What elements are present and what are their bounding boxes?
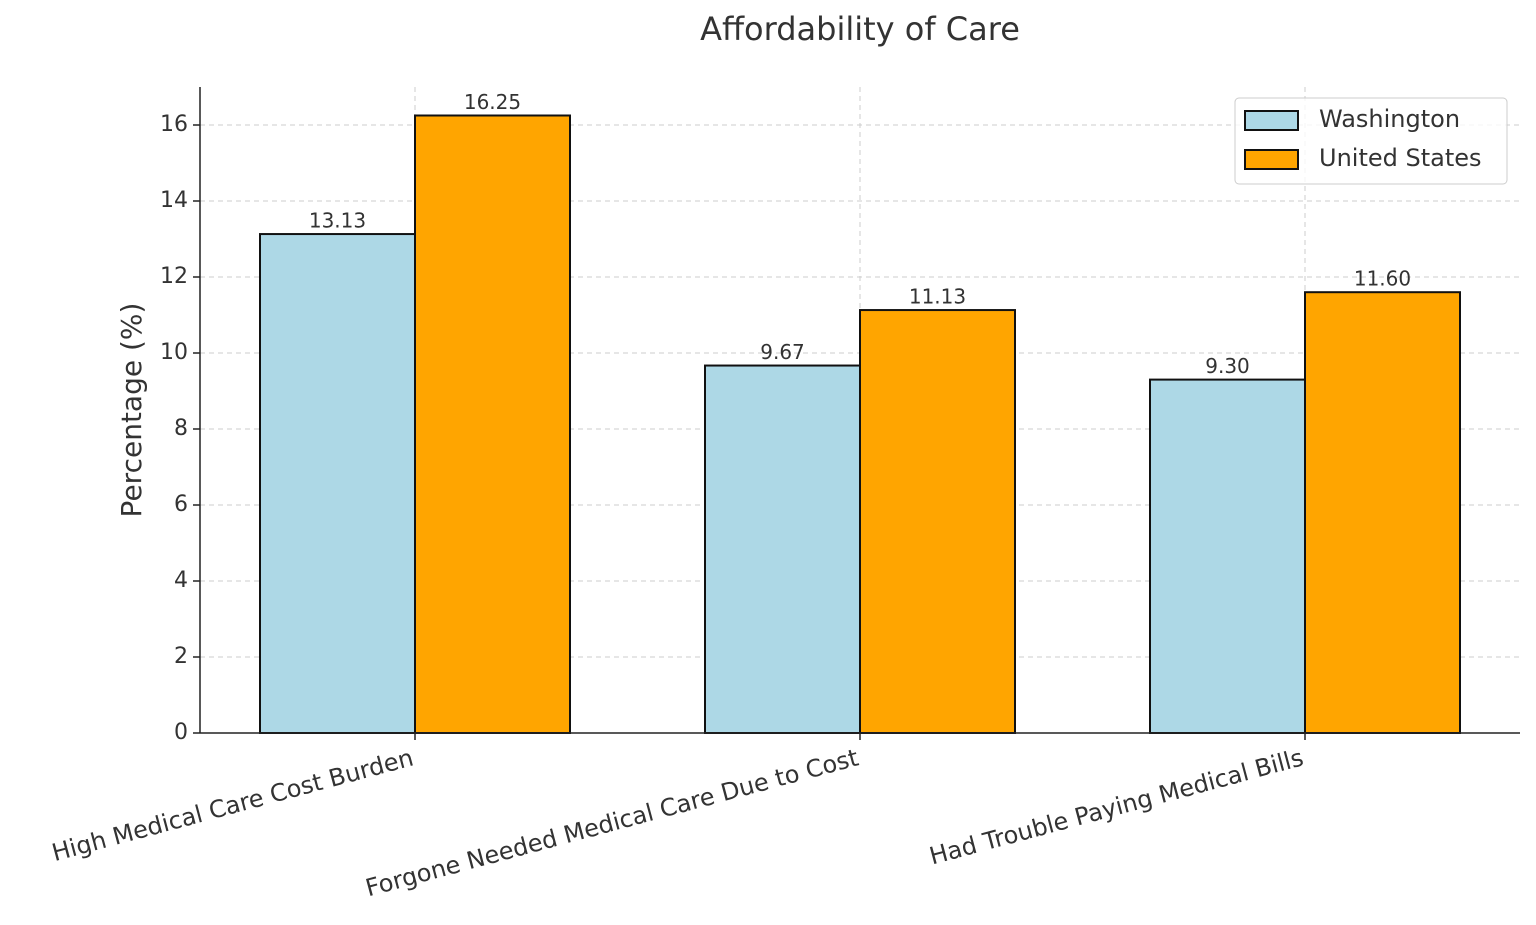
x-tick-label: High Medical Care Cost Burden — [49, 744, 416, 868]
y-tick-label: 2 — [174, 644, 188, 669]
y-tick-label: 16 — [160, 112, 188, 137]
x-tick-label: Forgone Needed Medical Care Due to Cost — [363, 744, 862, 903]
bar — [259, 233, 416, 734]
value-label: 13.13 — [309, 209, 366, 233]
bar — [414, 114, 571, 734]
y-tick-label: 6 — [174, 492, 188, 517]
value-label: 9.67 — [760, 340, 805, 364]
legend-label: United States — [1319, 144, 1482, 172]
legend-box — [1234, 97, 1508, 185]
y-axis-label: Percentage (%) — [115, 303, 148, 518]
chart-title: Affordability of Care — [700, 10, 1020, 48]
bar — [1149, 378, 1306, 734]
value-label: 9.30 — [1205, 354, 1250, 378]
value-label: 16.25 — [464, 90, 521, 114]
legend: Washington United States — [1234, 97, 1508, 185]
y-tick-label: 14 — [160, 188, 188, 213]
legend-swatch — [1244, 149, 1299, 170]
legend-swatch — [1244, 110, 1299, 131]
y-tick-label: 0 — [174, 720, 188, 745]
value-label: 11.60 — [1354, 267, 1411, 291]
value-label: 11.13 — [909, 285, 966, 309]
y-tick-label: 8 — [174, 416, 188, 441]
x-tick-label: Had Trouble Paying Medical Bills — [926, 744, 1306, 871]
bar — [859, 309, 1016, 734]
y-tick-label: 12 — [160, 264, 188, 289]
y-tick-label: 10 — [160, 340, 188, 365]
bar — [704, 364, 861, 734]
bar — [1304, 291, 1461, 734]
y-tick-label: 4 — [174, 568, 188, 593]
legend-label: Washington — [1319, 105, 1460, 133]
